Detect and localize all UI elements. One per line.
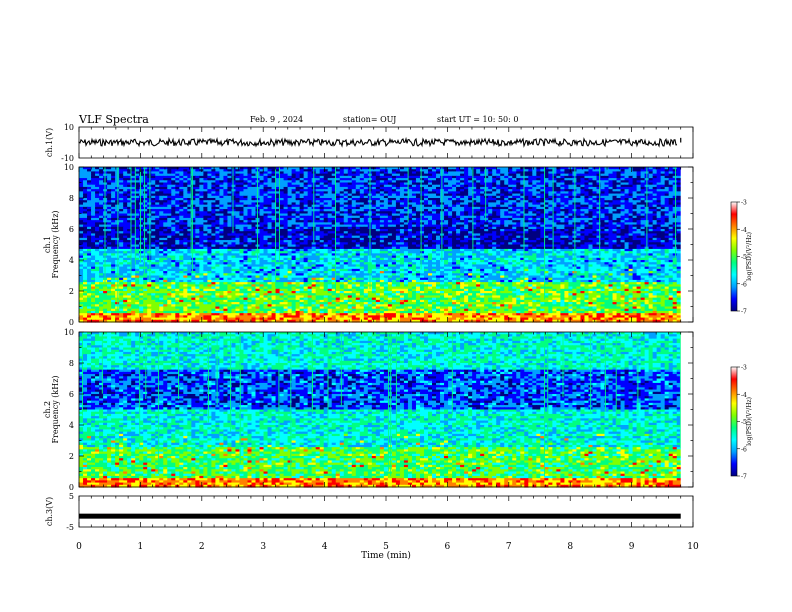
y-tick-label: -10 — [61, 154, 74, 163]
y-axis-label: ch.1(V) — [45, 128, 54, 157]
spectrogram-image — [79, 167, 682, 323]
y-tick-label: 10 — [64, 123, 74, 132]
ch1-waveform-panel: 10 -10 ch.1(V) — [45, 123, 694, 163]
